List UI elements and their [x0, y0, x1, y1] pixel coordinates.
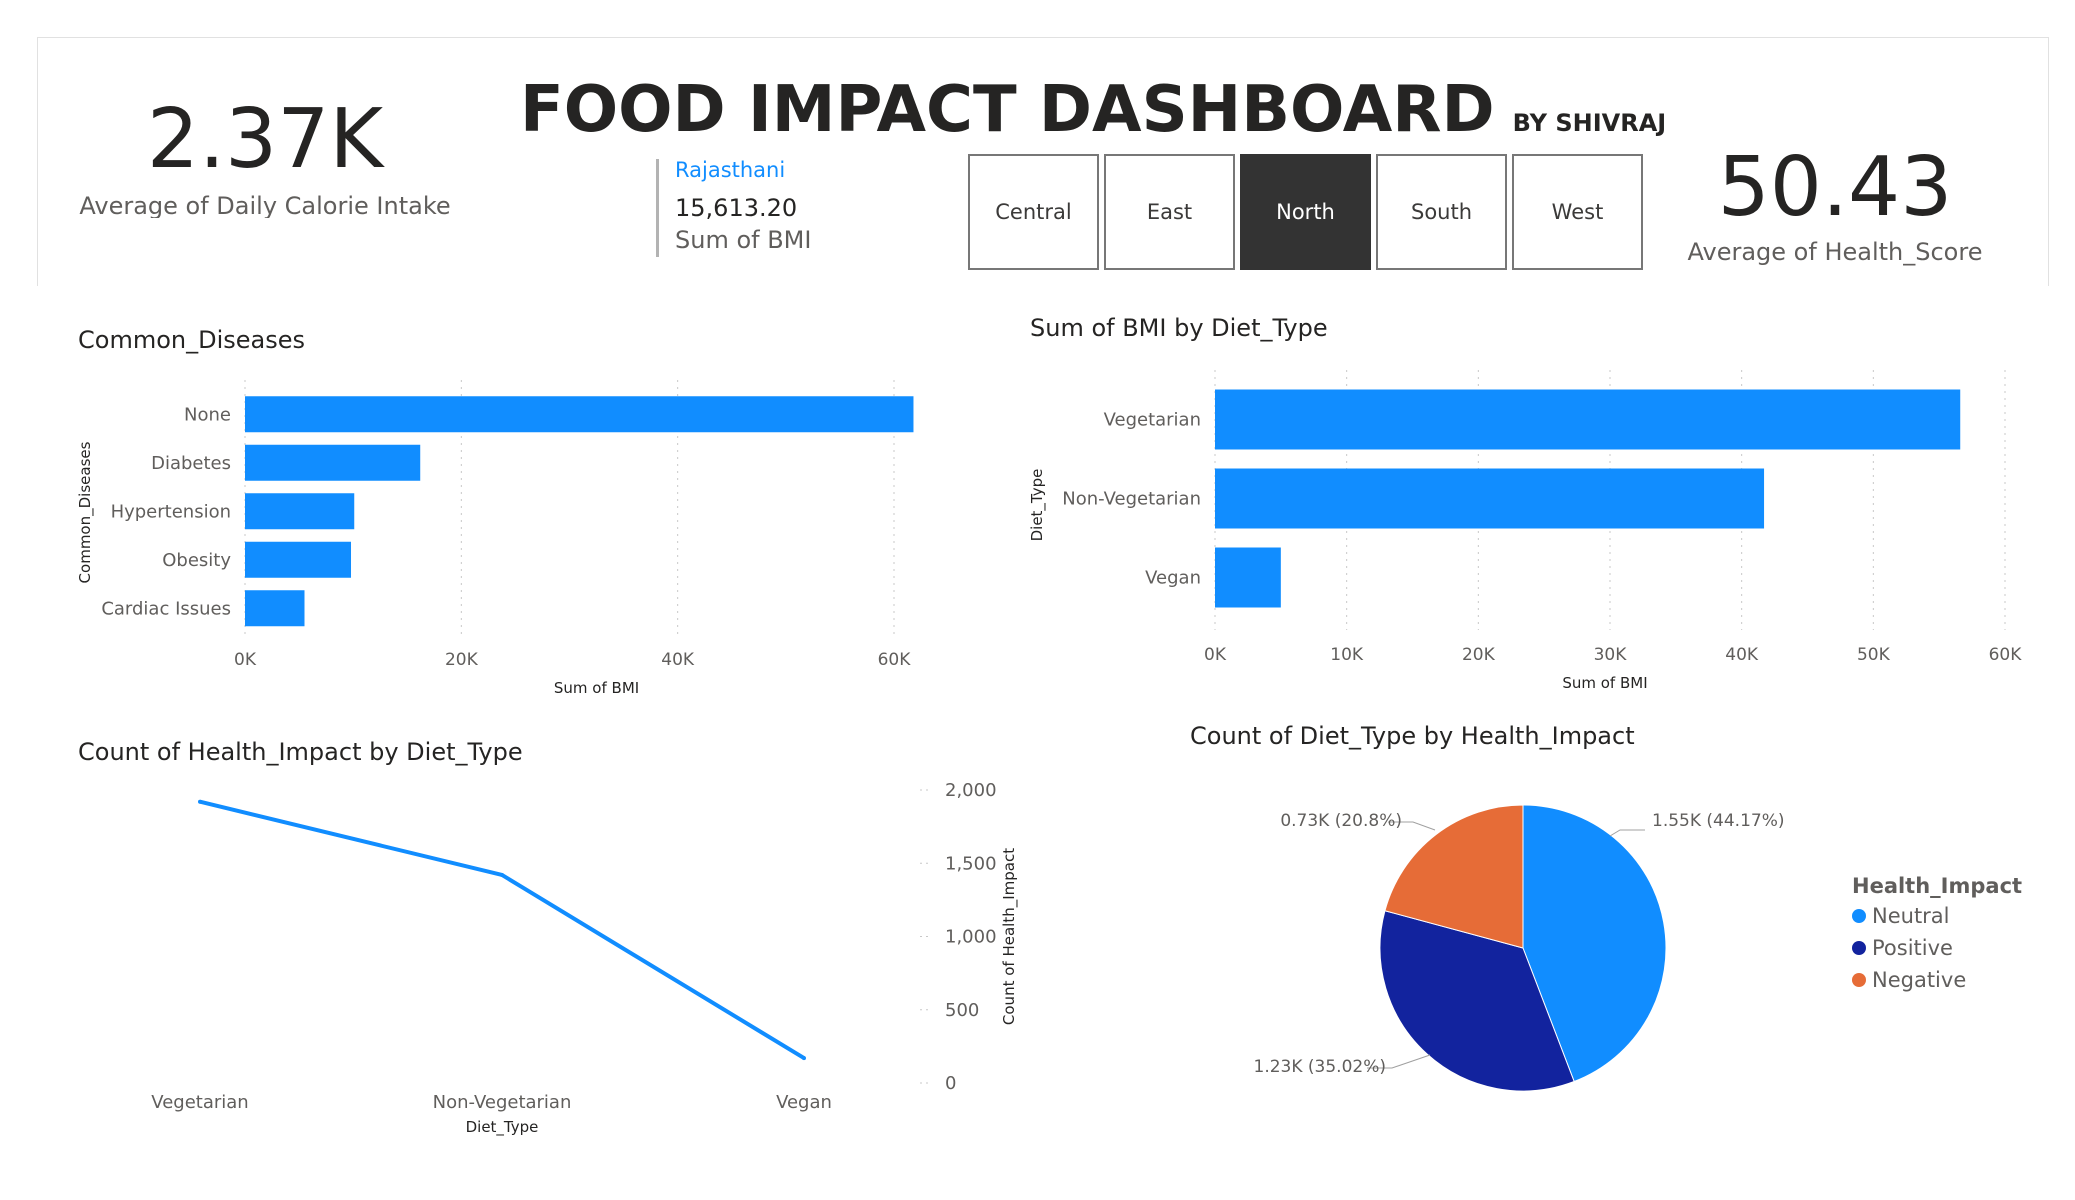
slicer-option-south[interactable]: South	[1376, 154, 1507, 270]
kpi-health-value: 50.43	[1717, 140, 1953, 235]
bar[interactable]	[245, 541, 352, 578]
y-tick-label: 1,000	[945, 927, 997, 948]
x-tick-label: Vegetarian	[151, 1092, 248, 1113]
data-label: 1.23K (35.02%)	[1254, 1057, 1387, 1077]
category-label: Vegetarian	[1104, 410, 1201, 431]
chart-common-diseases: 0K 20K 40K 60K None Diabetes Hypertension Obesi…	[76, 380, 914, 697]
x-tick-label: 0K	[1204, 645, 1227, 665]
chart-title-diet-by-health-impact: Count of Diet_Type by Health_Impact	[1190, 722, 1635, 750]
chart-title-bmi-by-diet: Sum of BMI by Diet_Type	[1030, 314, 1328, 342]
chart-bmi-by-diet: 0K 10K 20K 30K 40K 50K 60K Vegetarian Non-Vegeta…	[1028, 370, 2023, 692]
pie-slice-neutral[interactable]	[1522, 804, 1667, 1083]
slicer-option-central[interactable]: Central	[968, 154, 1099, 270]
category-label: Cardiac Issues	[101, 598, 231, 619]
legend-dot-positive	[1852, 941, 1866, 955]
category-label: None	[184, 404, 231, 425]
bar[interactable]	[245, 396, 914, 433]
x-tick-label: 40K	[1725, 645, 1759, 665]
legend-item-neutral[interactable]: Neutral	[1852, 904, 2022, 928]
kpi-health-label: Average of Health_Score	[1687, 238, 1983, 266]
bmi-card-accent	[656, 159, 659, 257]
bmi-card-value: 15,613.20	[675, 194, 798, 222]
category-label: Obesity	[162, 550, 231, 571]
y-axis-title: Common_Diseases	[76, 441, 95, 583]
x-tick-label: Non-Vegetarian	[433, 1092, 572, 1113]
category-label: Diabetes	[151, 453, 231, 474]
x-tick-label: Vegan	[776, 1092, 832, 1113]
x-tick-label: 50K	[1857, 645, 1891, 665]
legend-item-positive[interactable]: Positive	[1852, 936, 2022, 960]
legend-label-positive: Positive	[1872, 936, 1953, 960]
slicer-option-north[interactable]: North	[1240, 154, 1371, 270]
dashboard-title: FOOD IMPACT DASHBOARD	[520, 73, 1495, 147]
x-axis-title: Sum of BMI	[554, 679, 639, 697]
y-tick-label: 2,000	[945, 780, 997, 801]
category-label: Non-Vegetarian	[1062, 489, 1201, 510]
bar[interactable]	[245, 590, 305, 627]
x-tick-label: 10K	[1330, 645, 1364, 665]
pie-legend: Health_Impact Neutral Positive Negative	[1852, 874, 2022, 992]
y-tick-label: 1,500	[945, 853, 997, 874]
x-tick-label: 30K	[1594, 645, 1628, 665]
x-axis-title: Sum of BMI	[1562, 674, 1647, 692]
chart-title-health-impact-by-diet: Count of Health_Impact by Diet_Type	[78, 738, 523, 766]
kpi-calorie-value: 2.37K	[146, 92, 384, 187]
legend-dot-negative	[1852, 973, 1866, 987]
x-tick-label: 60K	[878, 650, 912, 670]
x-tick-label: 20K	[445, 650, 479, 670]
pie-slice-positive[interactable]	[1379, 910, 1575, 1092]
y-axis-title: Count of Health_Impact	[1000, 848, 1019, 1025]
y-tick-label: 0	[945, 1073, 956, 1094]
data-point[interactable]	[198, 799, 202, 804]
chart-health-impact-line: 0 500 1,000 1,500 2,000 Vegetarian Non-Vegetar…	[151, 780, 1019, 1137]
bar[interactable]	[245, 444, 421, 481]
slicer-option-west[interactable]: West	[1512, 154, 1643, 270]
category-label: Vegan	[1145, 568, 1201, 589]
y-tick-label: 500	[945, 1000, 979, 1021]
legend-label-neutral: Neutral	[1872, 904, 1950, 928]
bar[interactable]	[1215, 389, 1961, 450]
page-title: FOOD IMPACT DASHBOARD BY SHIVRAJ	[520, 70, 1666, 150]
legend-item-negative[interactable]: Negative	[1852, 968, 2022, 992]
legend-dot-neutral	[1852, 909, 1866, 923]
dashboard-byline: BY SHIVRAJ	[1512, 109, 1667, 137]
data-point[interactable]	[500, 872, 504, 877]
x-tick-label: 40K	[661, 650, 695, 670]
bmi-card-label: Sum of BMI	[675, 226, 812, 254]
chart-diet-pie: 1.55K (44.17%) 1.23K (35.02%) 0.73K (20.8%…	[1254, 804, 1785, 1092]
category-label: Hypertension	[111, 501, 231, 522]
slicer-option-east[interactable]: East	[1104, 154, 1235, 270]
series-line[interactable]	[199, 799, 806, 1060]
bar[interactable]	[1215, 468, 1765, 529]
x-axis-title: Diet_Type	[466, 1118, 539, 1137]
x-tick-label: 0K	[234, 650, 257, 670]
x-tick-label: 60K	[1989, 645, 2023, 665]
bar[interactable]	[1215, 547, 1281, 608]
legend-label-negative: Negative	[1872, 968, 1967, 992]
data-label: 0.73K (20.8%)	[1280, 811, 1402, 831]
data-label: 1.55K (44.17%)	[1652, 811, 1785, 831]
data-label-leader	[1388, 821, 1436, 831]
legend-title: Health_Impact	[1852, 874, 2023, 898]
bmi-card-category[interactable]: Rajasthani	[675, 158, 786, 182]
data-label-leader	[1609, 829, 1645, 837]
pie-slice-negative[interactable]	[1384, 804, 1524, 949]
y-axis-title: Diet_Type	[1028, 469, 1047, 542]
data-point[interactable]	[802, 1056, 806, 1061]
kpi-calorie-label: Average of Daily Calorie Intake	[79, 192, 451, 218]
data-label-leader	[1367, 1054, 1431, 1069]
bar[interactable]	[245, 493, 355, 530]
chart-title-common-diseases: Common_Diseases	[78, 326, 305, 354]
x-tick-label: 20K	[1462, 645, 1496, 665]
